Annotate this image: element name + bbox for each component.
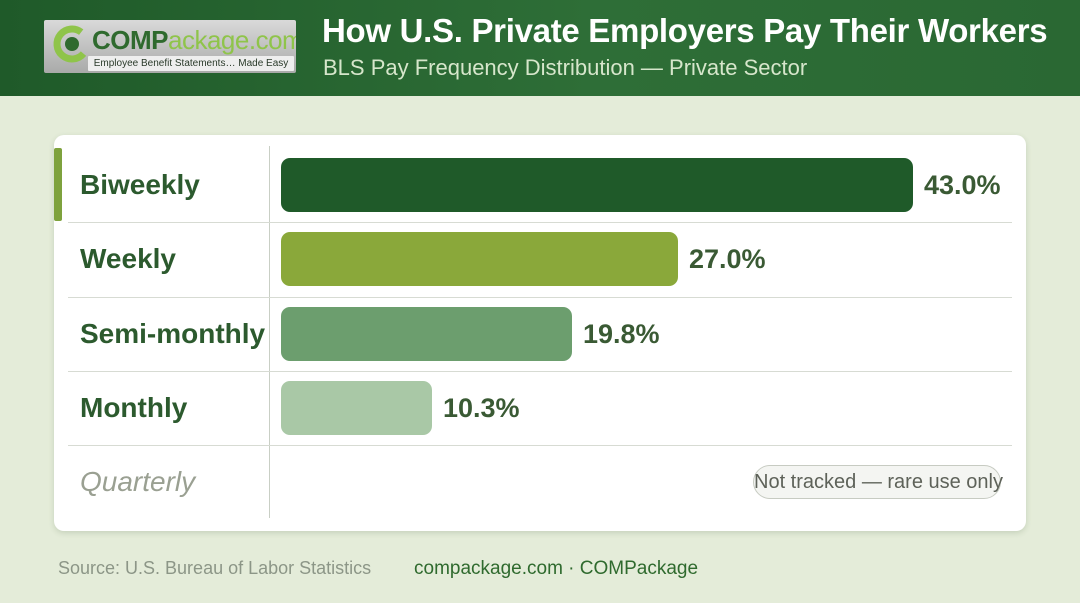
row-divider	[68, 445, 1012, 446]
highlight-accent	[54, 148, 62, 221]
bar-weekly	[281, 232, 678, 287]
page-subtitle: BLS Pay Frequency Distribution — Private…	[323, 55, 808, 80]
value-label-weekly: 27.0%	[689, 244, 766, 275]
source-note: Source: U.S. Bureau of Labor Statistics	[58, 558, 372, 578]
value-label-semi-monthly: 19.8%	[583, 318, 660, 349]
category-label-semi-monthly: Semi-monthly	[80, 317, 266, 349]
page-title: How U.S. Private Employers Pay Their Wor…	[322, 12, 1048, 49]
bar-semi-monthly	[281, 306, 572, 361]
category-label-weekly: Weekly	[80, 243, 176, 275]
category-label-quarterly: Quarterly	[80, 466, 196, 497]
not-tracked-badge: Not tracked — rare use only	[753, 465, 1003, 499]
compackage-logo: COMPackage.com Employee Benefit Statemen…	[44, 20, 296, 73]
category-label-monthly: Monthly	[80, 391, 188, 423]
header-banner: COMPackage.com Employee Benefit Statemen…	[0, 0, 1080, 96]
bar-monthly	[281, 380, 432, 435]
row-divider	[68, 222, 1012, 223]
site-credit: compackage.com · COMPackage	[414, 558, 699, 579]
logo-wordmark: COMPackage.com	[92, 25, 296, 55]
value-label-biweekly: 43.0%	[924, 170, 1001, 200]
category-label-biweekly: Biweekly	[80, 169, 200, 200]
logo-tagline: Employee Benefit Statements… Made Easy	[88, 56, 294, 71]
label-divider	[269, 146, 270, 518]
row-divider	[68, 371, 1012, 372]
logo-mark-icon	[53, 25, 91, 63]
row-divider	[68, 297, 1012, 298]
value-label-monthly: 10.3%	[443, 392, 520, 423]
bar-biweekly	[281, 158, 913, 212]
